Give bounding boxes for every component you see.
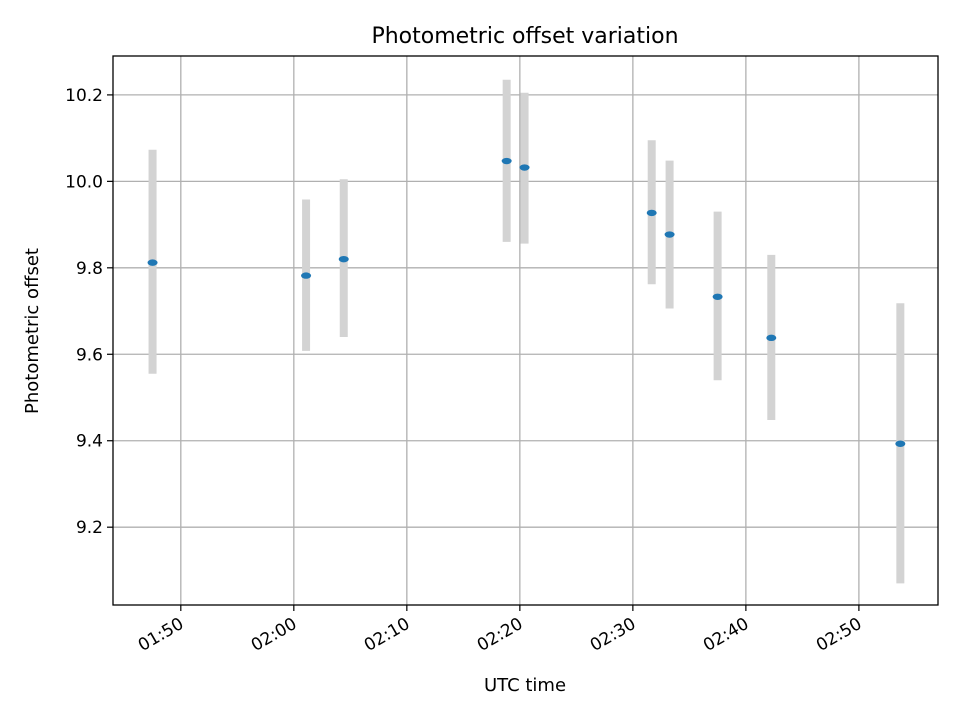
- data-points: [147, 157, 906, 447]
- chart-title: Photometric offset variation: [371, 24, 678, 49]
- data-point: [338, 255, 349, 263]
- y-tick-label: 9.6: [76, 345, 103, 365]
- plot-area-frame: [112, 55, 939, 606]
- data-point: [301, 272, 312, 279]
- data-point: [501, 157, 512, 165]
- y-axis-label: Photometric offset: [22, 248, 43, 414]
- y-tick-label: 10.0: [65, 172, 103, 192]
- data-point: [895, 440, 906, 447]
- y-tick-label: 9.4: [76, 432, 103, 452]
- y-tick-label: 9.2: [76, 518, 103, 538]
- data-point: [766, 334, 777, 342]
- y-tick-label: 9.8: [76, 259, 103, 279]
- data-point: [664, 231, 675, 238]
- data-point: [519, 164, 530, 171]
- data-point: [147, 259, 158, 266]
- data-point: [712, 293, 723, 300]
- data-point: [646, 209, 657, 217]
- y-tick-label: 10.2: [65, 86, 103, 106]
- x-axis-label: UTC time: [484, 675, 566, 696]
